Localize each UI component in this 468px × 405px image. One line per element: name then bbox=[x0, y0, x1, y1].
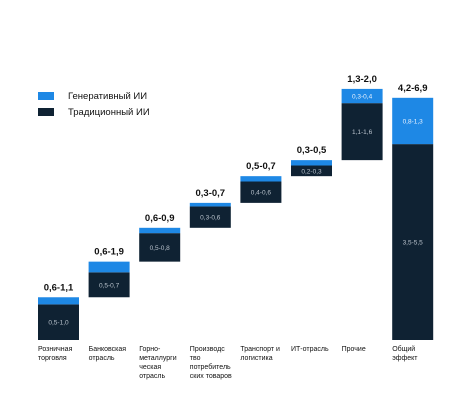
bar-segment bbox=[189, 202, 231, 207]
category-label: Транспорт и логистика bbox=[240, 346, 280, 362]
bar-segment bbox=[291, 165, 332, 177]
total-label: 1,3-2,0 bbox=[347, 74, 377, 85]
category-label: Горно-металлурги ческая отрасль bbox=[139, 346, 177, 380]
segment-label: 0,8-1,3 bbox=[403, 118, 424, 125]
segment-label: 0,2-0,3 bbox=[301, 168, 322, 175]
legend-label: Традиционный ИИ bbox=[68, 107, 150, 118]
bar-segment bbox=[88, 261, 130, 273]
bar-segment bbox=[341, 103, 383, 161]
category-label: Производс тво потребитель ских товаров bbox=[190, 346, 232, 380]
legend-swatch bbox=[38, 92, 54, 100]
total-label: 0,3-0,7 bbox=[196, 188, 226, 199]
legend-label: Генеративный ИИ bbox=[68, 91, 147, 102]
bar-segment bbox=[291, 160, 332, 166]
bar-segment bbox=[240, 181, 282, 203]
segment-label: 0,5-1,0 bbox=[48, 320, 69, 327]
total-label: 0,6-1,9 bbox=[94, 247, 124, 258]
bar-segment bbox=[392, 97, 434, 145]
bar-segment bbox=[341, 88, 383, 104]
bar-segment bbox=[189, 206, 231, 228]
bar-segment bbox=[392, 144, 434, 340]
total-label: 0,3-0,5 bbox=[297, 145, 327, 156]
segment-label: 3,5-5,5 bbox=[403, 240, 424, 247]
category-label: Прочие bbox=[342, 346, 366, 353]
category-label: Общий эффект bbox=[392, 345, 418, 362]
segment-label: 0,4-0,6 bbox=[251, 190, 272, 197]
category-label: ИТ-отрасль bbox=[291, 346, 329, 353]
bar-segment bbox=[38, 297, 79, 305]
bar-segment bbox=[139, 227, 181, 234]
legend-swatch bbox=[38, 108, 54, 116]
total-label: 4,2-6,9 bbox=[398, 83, 428, 94]
total-label: 0,5-0,7 bbox=[246, 161, 276, 172]
segment-label: 0,3-0,6 bbox=[200, 215, 221, 222]
segment-label: 0,5-0,7 bbox=[99, 282, 120, 289]
total-label: 0,6-1,1 bbox=[44, 282, 74, 293]
category-label: Розничная торговля bbox=[38, 346, 73, 362]
segment-label: 1,1-1,6 bbox=[352, 129, 373, 136]
segment-label: 0,5-0,8 bbox=[150, 245, 171, 252]
bar-segment bbox=[88, 272, 130, 298]
category-label: Банковская отрасль bbox=[89, 346, 127, 362]
bar-segment bbox=[38, 304, 79, 340]
bar-segment bbox=[139, 233, 181, 262]
total-label: 0,6-0,9 bbox=[145, 213, 175, 224]
segment-label: 0,3-0,4 bbox=[352, 94, 373, 101]
bar-segment bbox=[240, 176, 282, 182]
